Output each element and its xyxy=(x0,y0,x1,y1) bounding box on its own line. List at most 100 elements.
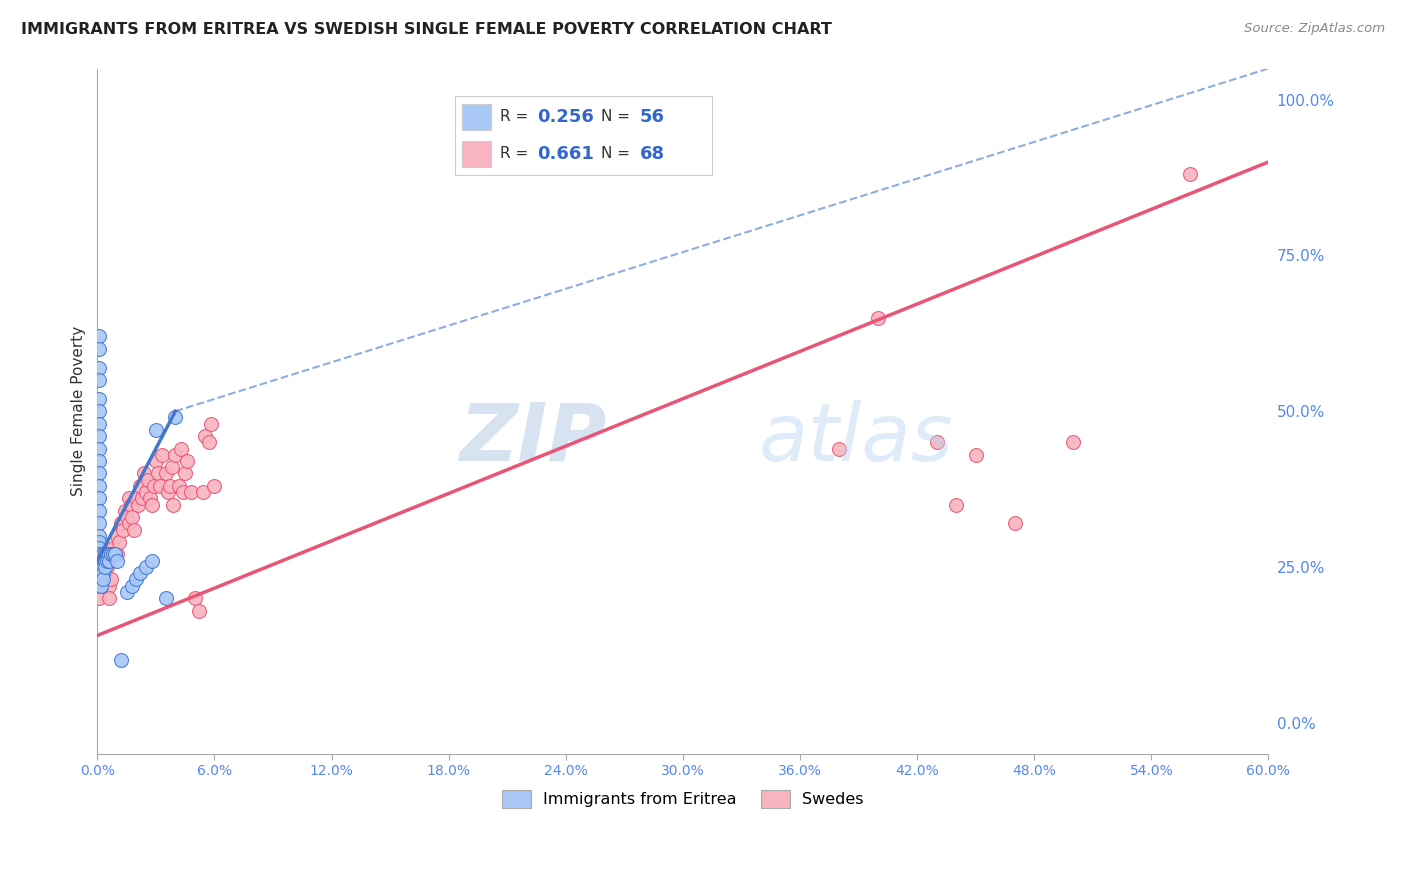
Point xyxy=(149,479,172,493)
Point xyxy=(89,491,111,506)
Point xyxy=(155,591,177,606)
Point xyxy=(146,467,169,481)
Y-axis label: Single Female Poverty: Single Female Poverty xyxy=(72,326,86,496)
Point xyxy=(89,342,111,356)
Point xyxy=(90,579,112,593)
Point xyxy=(105,529,128,543)
Point xyxy=(89,454,111,468)
Point xyxy=(111,523,134,537)
Point xyxy=(89,535,111,549)
Point xyxy=(134,467,156,481)
Point xyxy=(165,448,187,462)
Point xyxy=(135,560,157,574)
Point xyxy=(1180,168,1202,182)
Point xyxy=(172,485,194,500)
Point xyxy=(94,548,117,562)
Point xyxy=(174,467,197,481)
Point xyxy=(98,548,121,562)
Point xyxy=(89,541,111,556)
Point xyxy=(204,479,226,493)
Point xyxy=(91,554,114,568)
Point xyxy=(142,479,165,493)
Point xyxy=(89,548,111,562)
Point xyxy=(90,579,112,593)
Point xyxy=(89,329,111,343)
Point xyxy=(184,591,207,606)
Point xyxy=(129,566,152,581)
Point xyxy=(170,442,193,456)
Point xyxy=(89,442,111,456)
Point xyxy=(145,454,167,468)
Point xyxy=(828,442,851,456)
Text: atlas: atlas xyxy=(759,400,953,477)
Point xyxy=(89,579,111,593)
Point xyxy=(165,410,187,425)
Point xyxy=(91,566,114,581)
Point xyxy=(127,498,149,512)
Point xyxy=(125,573,148,587)
Point xyxy=(91,560,114,574)
Point xyxy=(868,310,890,325)
Point xyxy=(89,554,111,568)
Point xyxy=(145,423,167,437)
Point xyxy=(104,548,127,562)
Point xyxy=(108,535,131,549)
Point xyxy=(100,548,122,562)
Point xyxy=(180,485,202,500)
Point xyxy=(169,479,191,493)
Point xyxy=(91,548,114,562)
Point xyxy=(89,417,111,431)
Point xyxy=(110,653,132,667)
Point xyxy=(104,548,127,562)
Point xyxy=(94,554,117,568)
Point xyxy=(1004,516,1026,531)
Text: ZIP: ZIP xyxy=(460,400,607,477)
Point xyxy=(96,548,118,562)
Point xyxy=(965,448,987,462)
Text: Source: ZipAtlas.com: Source: ZipAtlas.com xyxy=(1244,22,1385,36)
Point xyxy=(90,566,112,581)
Point xyxy=(115,510,138,524)
Point xyxy=(136,473,159,487)
Point xyxy=(176,454,198,468)
Point xyxy=(94,560,117,574)
Point xyxy=(91,548,114,562)
Point xyxy=(110,516,132,531)
Point xyxy=(89,404,111,418)
Point xyxy=(89,392,111,406)
Point xyxy=(197,435,219,450)
Point xyxy=(925,435,948,450)
Point xyxy=(94,566,117,581)
Point xyxy=(141,498,163,512)
Point xyxy=(91,566,114,581)
Point xyxy=(89,504,111,518)
Point xyxy=(124,523,146,537)
Point xyxy=(89,467,111,481)
Point xyxy=(100,573,122,587)
Point xyxy=(90,573,112,587)
Point xyxy=(90,560,112,574)
Point xyxy=(90,566,112,581)
Point xyxy=(89,429,111,443)
Point xyxy=(90,560,112,574)
Point xyxy=(89,529,111,543)
Point xyxy=(156,485,179,500)
Point xyxy=(91,560,114,574)
Point xyxy=(141,554,163,568)
Point xyxy=(91,573,114,587)
Point xyxy=(90,579,112,593)
Point xyxy=(150,448,173,462)
Point xyxy=(945,498,967,512)
Point xyxy=(121,579,143,593)
Point xyxy=(1062,435,1084,450)
Point xyxy=(98,591,121,606)
Point xyxy=(98,579,121,593)
Point xyxy=(114,504,136,518)
Point xyxy=(98,554,121,568)
Legend: Immigrants from Eritrea, Swedes: Immigrants from Eritrea, Swedes xyxy=(495,783,870,814)
Point xyxy=(101,548,124,562)
Point xyxy=(115,585,138,599)
Point xyxy=(191,485,214,500)
Point xyxy=(194,429,217,443)
Point xyxy=(94,554,117,568)
